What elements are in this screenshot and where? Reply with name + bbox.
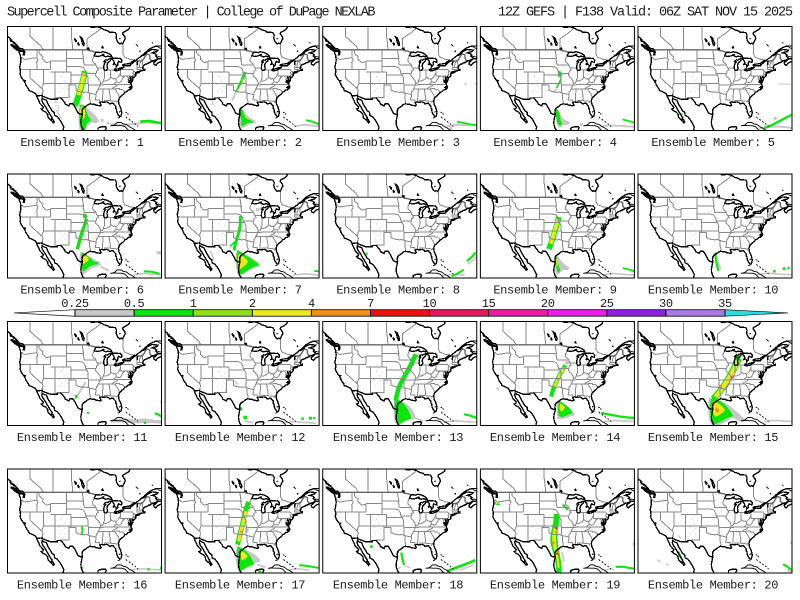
- svg-text:Ensemble Member: 10: Ensemble Member: 10: [648, 284, 778, 298]
- svg-text:Ensemble Member: 14: Ensemble Member: 14: [490, 431, 620, 445]
- svg-text:Ensemble Member: 12: Ensemble Member: 12: [175, 431, 305, 445]
- svg-text:Ensemble Member: 3: Ensemble Member: 3: [336, 136, 459, 150]
- svg-text:20: 20: [541, 297, 555, 311]
- svg-text:10: 10: [423, 297, 437, 311]
- svg-text:Ensemble Member: 13: Ensemble Member: 13: [333, 431, 463, 445]
- svg-text:0.25: 0.25: [61, 297, 89, 311]
- svg-text:Ensemble Member: 11: Ensemble Member: 11: [17, 431, 147, 445]
- svg-text:Ensemble Member: 18: Ensemble Member: 18: [333, 579, 463, 593]
- svg-text:1: 1: [190, 297, 197, 311]
- svg-text:4: 4: [308, 297, 315, 311]
- svg-text:35: 35: [718, 297, 732, 311]
- svg-text:Ensemble Member: 6: Ensemble Member: 6: [20, 284, 143, 298]
- svg-text:Ensemble Member: 17: Ensemble Member: 17: [175, 579, 305, 593]
- svg-text:Ensemble Member: 20: Ensemble Member: 20: [648, 579, 778, 593]
- svg-text:1: 1: [210, 98, 215, 108]
- svg-text:Ensemble Member: 19: Ensemble Member: 19: [490, 579, 620, 593]
- svg-text:Ensemble Member: 15: Ensemble Member: 15: [648, 431, 778, 445]
- svg-text:30: 30: [659, 297, 673, 311]
- svg-text:Supercell Composite Parameter: Supercell Composite Parameter | College …: [7, 6, 375, 21]
- svg-text:1: 1: [53, 96, 58, 106]
- svg-text:Ensemble Member: 16: Ensemble Member: 16: [17, 579, 147, 593]
- svg-text:Ensemble Member: 4: Ensemble Member: 4: [493, 136, 616, 150]
- svg-text:2: 2: [249, 297, 256, 311]
- svg-text:25: 25: [600, 297, 614, 311]
- svg-text:3: 3: [55, 104, 60, 114]
- svg-text:12Z GEFS | F138 Valid: 06Z SAT: 12Z GEFS | F138 Valid: 06Z SAT NOV 15 20…: [498, 6, 793, 21]
- svg-text:7: 7: [367, 297, 374, 311]
- svg-text:15: 15: [482, 297, 496, 311]
- svg-text:Ensemble Member: 9: Ensemble Member: 9: [493, 284, 616, 298]
- svg-text:Ensemble Member: 8: Ensemble Member: 8: [336, 284, 459, 298]
- svg-text:Ensemble Member: 7: Ensemble Member: 7: [178, 284, 301, 298]
- svg-text:Ensemble Member: 2: Ensemble Member: 2: [178, 136, 301, 150]
- svg-text:0.5: 0.5: [124, 297, 145, 311]
- svg-text:Ensemble Member: 5: Ensemble Member: 5: [651, 136, 774, 150]
- svg-text:Ensemble Member: 1: Ensemble Member: 1: [20, 136, 143, 150]
